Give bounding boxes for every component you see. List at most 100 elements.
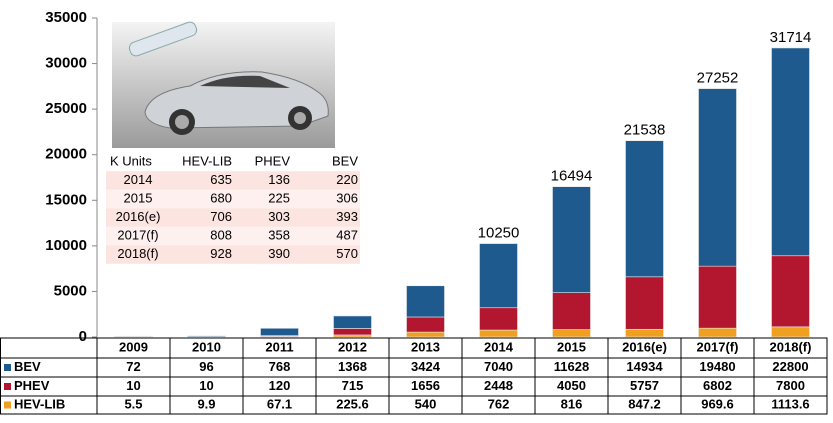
- bar-segment: [333, 328, 372, 336]
- inset-cell: 2014: [124, 172, 153, 187]
- bar-segment: [552, 292, 591, 330]
- table-value: 14934: [626, 359, 663, 374]
- table-value: 1656: [411, 378, 440, 393]
- inset-cell: 928: [210, 246, 232, 261]
- total-label: 10250: [478, 225, 520, 242]
- x-tick-label: 2012: [338, 339, 367, 354]
- inset-cell: 225: [268, 190, 290, 205]
- table-value: 1368: [338, 359, 367, 374]
- table-value: 2448: [484, 378, 513, 393]
- bar-segment: [333, 315, 372, 329]
- table-value: 847.2: [628, 396, 661, 411]
- table-value: 5757: [630, 378, 659, 393]
- table-value: 225.6: [336, 396, 369, 411]
- inset-row-bg: [106, 171, 360, 190]
- bar-segment: [771, 47, 810, 257]
- bar-segment: [625, 276, 664, 330]
- inset-cell: 2015: [124, 190, 153, 205]
- legend-label: BEV: [14, 359, 41, 374]
- total-label: 21538: [624, 122, 666, 139]
- inset-photo: [112, 21, 335, 148]
- bar-segment: [552, 329, 591, 338]
- table-value: 715: [342, 378, 364, 393]
- inset-cell: 358: [268, 227, 290, 242]
- inset-cell: 390: [268, 246, 290, 261]
- table-value: 10: [126, 378, 140, 393]
- inset-cell: 220: [336, 172, 358, 187]
- bar-segment: [479, 243, 518, 309]
- inset-row-bg: [106, 189, 360, 209]
- total-label: 27252: [697, 70, 739, 87]
- x-tick-label: 2015: [557, 339, 586, 354]
- inset-row-bg: [106, 245, 360, 264]
- table-value: 7800: [776, 378, 805, 393]
- table-value: 72: [126, 359, 140, 374]
- total-label: 31714: [770, 29, 812, 46]
- bar-segment: [698, 327, 737, 338]
- table-value: 762: [488, 396, 510, 411]
- y-tick-label: 15000: [45, 191, 87, 208]
- bar-segment: [260, 327, 299, 336]
- table-value: 540: [415, 396, 437, 411]
- total-label: 16494: [551, 168, 593, 185]
- table-value: 67.1: [267, 396, 292, 411]
- bar-segment: [114, 335, 153, 338]
- table-value: 6802: [703, 378, 732, 393]
- inset-header: K Units: [110, 153, 152, 168]
- inset-header: HEV-LIB: [182, 153, 232, 168]
- inset-header: PHEV: [255, 153, 291, 168]
- y-tick-label: 25000: [45, 100, 87, 117]
- table-value: 816: [561, 396, 583, 411]
- inset-cell: 393: [336, 209, 358, 224]
- y-tick-label: 0: [79, 328, 87, 345]
- bar-segment: [187, 335, 226, 338]
- y-tick-label: 35000: [45, 9, 87, 26]
- inset-header: BEV: [332, 153, 358, 168]
- table-value: 9.9: [197, 396, 215, 411]
- inset-cell: 487: [336, 227, 358, 242]
- legend-label: HEV-LIB: [14, 396, 65, 411]
- table-value: 768: [269, 359, 291, 374]
- bar-segment: [625, 140, 664, 278]
- bar-segment: [698, 265, 737, 329]
- table-value: 22800: [772, 359, 808, 374]
- inset-cell: 808: [210, 227, 232, 242]
- inset-cell: 706: [210, 209, 232, 224]
- bar-segment: [479, 307, 518, 331]
- bar-segment: [552, 186, 591, 293]
- bar-segment: [406, 316, 445, 333]
- x-tick-label: 2016(e): [622, 339, 667, 354]
- legend-swatch: [4, 401, 11, 409]
- x-tick-label: 2010: [192, 339, 221, 354]
- bar-segment: [406, 331, 445, 338]
- x-tick-label: 2017(f): [697, 339, 739, 354]
- bar-segment: [479, 329, 518, 338]
- x-tick-label: 2014: [484, 339, 514, 354]
- legend-swatch: [4, 364, 11, 371]
- x-tick-label: 2009: [119, 339, 148, 354]
- bar-segment: [771, 255, 810, 328]
- x-tick-label: 2013: [411, 339, 440, 354]
- table-value: 11628: [554, 359, 589, 374]
- legend-swatch: [4, 383, 11, 390]
- y-tick-label: 20000: [45, 146, 87, 163]
- table-value: 4050: [557, 378, 586, 393]
- y-tick-label: 30000: [45, 55, 87, 72]
- bar-segment: [333, 334, 372, 338]
- bar-segment: [771, 326, 810, 338]
- inset-cell: 570: [336, 246, 358, 261]
- inset-cell: 306: [336, 190, 358, 205]
- x-tick-label: 2011: [265, 339, 293, 354]
- inset-cell: 680: [210, 190, 232, 205]
- y-tick-label: 10000: [45, 237, 87, 254]
- inset-cell: 136: [268, 172, 290, 187]
- inset-cell: 303: [268, 209, 290, 224]
- y-tick-label: 5000: [54, 282, 87, 299]
- inset-cell: 2016(e): [116, 209, 161, 224]
- table-value: 5.5: [124, 396, 142, 411]
- table-value: 1113.6: [771, 396, 809, 411]
- table-value: 7040: [484, 359, 513, 374]
- x-tick-label: 2018(f): [770, 339, 812, 354]
- table-value: 96: [199, 359, 213, 374]
- inset-cell: 2017(f): [117, 227, 158, 242]
